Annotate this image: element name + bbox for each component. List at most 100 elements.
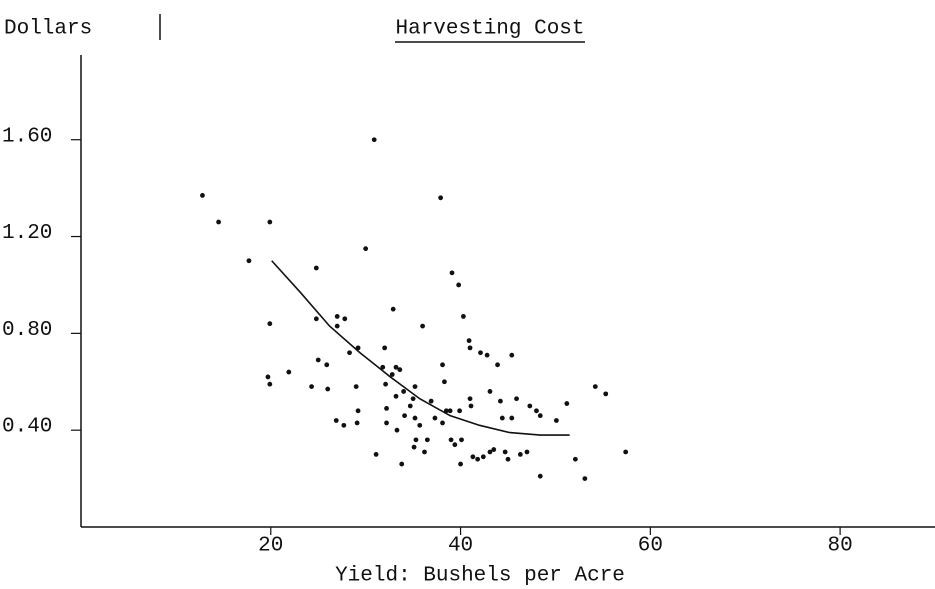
data-point [572,456,578,462]
data-point [440,362,445,368]
data-point [389,372,395,377]
data-point [393,364,399,370]
y-axis-label: Dollars [4,18,92,41]
data-point [553,418,559,423]
data-point [407,403,413,409]
data-point [484,352,490,358]
data-point [468,403,474,409]
data-point [461,314,466,319]
data-point [524,449,530,455]
data-point [324,362,330,368]
data-point [355,345,361,351]
data-point [417,422,423,428]
data-point [457,408,463,414]
data-point [505,456,511,462]
data-point [491,447,497,452]
data-point [347,350,352,356]
data-point [466,338,472,344]
data-point [393,393,399,399]
data-point [267,321,273,327]
data-point [534,408,539,414]
data-point [371,137,377,143]
data-point [443,408,449,414]
data-point [442,379,447,385]
data-point [502,449,508,455]
data-point [384,420,389,426]
data-point [390,306,396,312]
y-tick-label: 1.60 [2,125,52,148]
data-point [401,389,407,394]
data-point [438,195,444,201]
data-point [514,396,519,402]
data-point [448,437,454,443]
y-tick-label: 0.80 [2,319,52,342]
data-point [412,415,418,421]
y-tick-label: 1.20 [2,222,52,245]
x-tick-label: 40 [448,535,473,558]
data-point [509,352,515,358]
data-point [412,384,418,390]
data-point [440,420,445,426]
data-point [382,345,388,351]
data-point [420,323,425,329]
data-point [341,422,347,428]
data-point [363,246,369,252]
data-point [603,391,609,397]
data-point [432,415,438,421]
data-point [397,367,403,373]
data-point [495,362,500,368]
data-point [564,401,570,406]
data-point [487,389,493,394]
data-point [582,476,588,481]
x-tick-label: 80 [828,535,853,558]
data-point [334,314,340,319]
data-point [200,192,205,198]
data-point [383,381,388,387]
data-point [315,357,321,363]
data-point [467,345,473,351]
data-point [380,364,386,370]
data-point [216,219,221,225]
x-tick-label: 20 [258,535,283,558]
data-point [342,316,348,322]
data-point [353,384,359,390]
data-point [267,381,273,387]
data-point [459,437,464,443]
data-point [355,408,361,414]
data-point [452,442,458,448]
data-point [286,369,292,375]
data-point [402,413,407,419]
data-point [537,473,543,479]
data-point [478,350,483,356]
data-point [325,386,331,392]
data-point [373,451,379,457]
data-point [411,444,417,450]
data-point [456,282,462,288]
data-point [246,258,252,264]
chart-title: Harvesting Cost [395,18,584,41]
data-point [422,449,427,455]
x-tick-label: 60 [638,535,663,558]
data-point [334,323,340,329]
data-point [537,413,543,419]
data-point [410,396,416,402]
y-tick-label: 0.40 [2,416,52,439]
data-point [384,405,389,411]
data-point [623,449,629,455]
data-point [447,408,453,414]
data-point [333,418,339,423]
data-point [517,451,523,457]
data-point [309,384,314,390]
data-point [509,415,515,421]
fitted-curve [271,260,570,436]
data-point [413,437,419,443]
data-point [470,454,476,460]
data-point [354,420,360,426]
data-point [424,437,430,443]
data-point [399,461,405,467]
data-point [449,270,455,276]
data-point [475,456,481,462]
data-point [313,265,319,271]
data-point [527,403,533,409]
